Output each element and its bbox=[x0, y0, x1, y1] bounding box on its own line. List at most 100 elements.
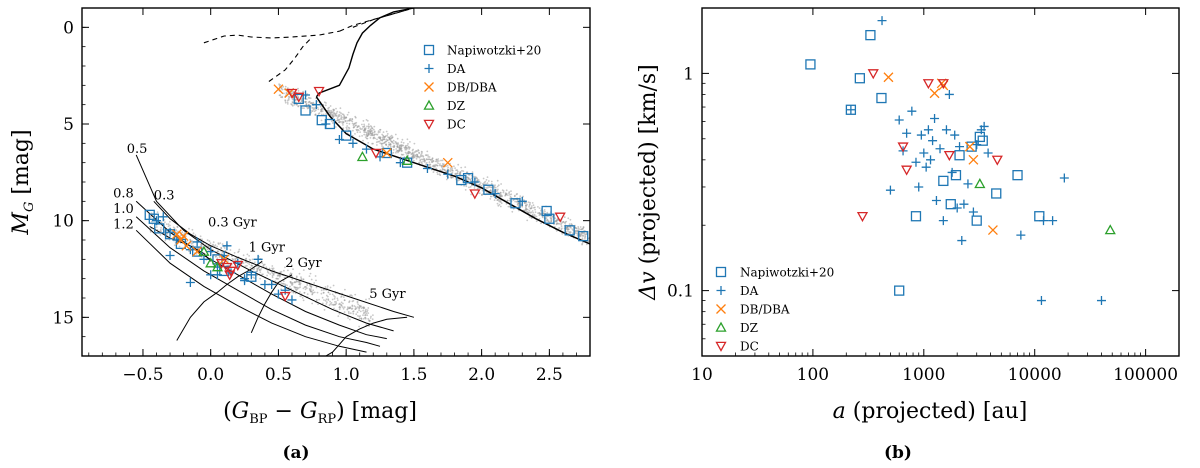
background-star-0-1197 bbox=[451, 169, 454, 172]
background-star-1-539 bbox=[199, 235, 202, 238]
background-star-1-640 bbox=[192, 232, 195, 235]
panel-a-caption: (a) bbox=[282, 443, 309, 463]
background-star-0-1259 bbox=[499, 191, 502, 194]
background-star-0-1273 bbox=[300, 99, 303, 102]
background-star-0-1378 bbox=[389, 145, 392, 148]
background-star-1-684 bbox=[298, 283, 301, 285]
background-star-1-452 bbox=[277, 274, 280, 277]
background-star-0-311 bbox=[388, 141, 390, 144]
background-star-1-258 bbox=[356, 306, 359, 308]
background-star-1-593 bbox=[297, 287, 300, 289]
background-star-0-192 bbox=[427, 154, 429, 157]
background-star-0-669 bbox=[489, 189, 492, 191]
background-star-0-547 bbox=[282, 85, 285, 88]
background-star-1-483 bbox=[304, 288, 307, 291]
background-star-0-1272 bbox=[555, 220, 558, 223]
background-star-1-174 bbox=[367, 318, 370, 320]
background-star-0-751 bbox=[579, 235, 582, 238]
panel-a-xtick-label: 2.0 bbox=[468, 365, 495, 385]
panel-b-point-1-33 bbox=[1016, 230, 1026, 240]
background-star-1-140 bbox=[342, 307, 345, 310]
background-star-0-518 bbox=[379, 128, 382, 131]
background-star-0-256 bbox=[419, 155, 422, 158]
background-star-0-558 bbox=[334, 126, 337, 128]
background-star-0-219 bbox=[579, 226, 582, 228]
background-star-1-559 bbox=[219, 242, 222, 245]
background-star-0-728 bbox=[424, 159, 426, 162]
background-star-1-451 bbox=[221, 251, 224, 254]
background-star-0-1151 bbox=[567, 230, 569, 233]
background-star-0-1372 bbox=[492, 195, 495, 198]
background-star-1-679 bbox=[188, 227, 190, 230]
background-star-0-1125 bbox=[382, 146, 385, 149]
background-star-0-951 bbox=[379, 136, 382, 139]
background-star-1-429 bbox=[249, 266, 252, 269]
background-star-1-468 bbox=[284, 266, 286, 269]
background-star-0-1201 bbox=[436, 164, 439, 167]
background-star-0-628 bbox=[419, 158, 422, 161]
background-star-0-991 bbox=[389, 143, 392, 146]
background-star-1-7 bbox=[155, 226, 158, 228]
background-star-1-359 bbox=[331, 293, 334, 296]
background-star-0-1304 bbox=[413, 151, 416, 154]
panel-b-point-0-4 bbox=[876, 92, 887, 104]
background-star-1-560 bbox=[340, 295, 343, 298]
background-star-0-814 bbox=[405, 148, 408, 151]
background-star-0-1266 bbox=[367, 123, 370, 126]
background-star-1-460 bbox=[367, 307, 370, 309]
panel-b-point-1-19 bbox=[941, 125, 951, 135]
panel-b-point-1-14 bbox=[928, 136, 938, 146]
background-star-1-621 bbox=[351, 307, 354, 310]
background-star-0-1286 bbox=[383, 136, 386, 139]
panel-b-xtick-label: 10 bbox=[691, 365, 713, 385]
background-star-0-1374 bbox=[380, 139, 383, 141]
background-star-1-310 bbox=[360, 307, 363, 309]
panel-a-point-1-33 bbox=[280, 285, 290, 295]
background-star-0-389 bbox=[347, 111, 350, 114]
background-star-0-933 bbox=[528, 209, 531, 212]
background-star-1-368 bbox=[149, 215, 152, 218]
background-star-0-484 bbox=[363, 125, 366, 127]
background-star-0-1189 bbox=[330, 109, 332, 112]
panel-a-point-0-19 bbox=[510, 198, 521, 209]
background-star-0-1106 bbox=[555, 223, 558, 226]
background-star-1-594 bbox=[358, 309, 360, 312]
panel-b-xtick-label: 1000 bbox=[902, 365, 945, 385]
background-star-0-572 bbox=[286, 99, 289, 102]
panel-a-point-1-22 bbox=[361, 144, 371, 154]
background-star-1-692 bbox=[271, 267, 273, 270]
background-star-0-801 bbox=[479, 182, 482, 184]
panel-b-legend-marker-3 bbox=[715, 321, 727, 332]
background-star-0-760 bbox=[456, 169, 459, 172]
background-star-1-660 bbox=[305, 286, 307, 288]
background-star-0-983 bbox=[546, 218, 549, 221]
background-star-0-1186 bbox=[467, 177, 470, 180]
background-star-0-648 bbox=[368, 126, 370, 128]
background-star-0-1131 bbox=[432, 171, 435, 174]
background-star-1-496 bbox=[167, 225, 170, 228]
background-star-0-1142 bbox=[368, 132, 370, 134]
panel-b-point-1-32 bbox=[983, 148, 993, 158]
background-star-0-165 bbox=[386, 133, 389, 135]
background-star-0-1046 bbox=[455, 173, 457, 175]
background-star-1-308 bbox=[348, 300, 351, 303]
background-star-0-1166 bbox=[584, 235, 587, 238]
panel-a-legend-label-2: DB/DBA bbox=[447, 81, 497, 95]
background-star-0-1210 bbox=[407, 152, 409, 155]
background-star-1-492 bbox=[251, 258, 254, 261]
background-star-0-1224 bbox=[359, 131, 361, 134]
background-star-0-707 bbox=[366, 137, 369, 140]
background-star-0-943 bbox=[337, 115, 339, 118]
background-star-1-99 bbox=[173, 244, 176, 247]
panel-b-legend-marker-2 bbox=[716, 304, 726, 314]
panel-b-xtick-label: 100000 bbox=[1113, 365, 1178, 385]
panel-a-point-4-10 bbox=[554, 212, 566, 223]
background-star-0-279 bbox=[508, 197, 511, 200]
background-star-1-402 bbox=[343, 306, 346, 309]
background-star-1-220 bbox=[294, 281, 297, 284]
background-star-0-1071 bbox=[490, 190, 493, 193]
background-star-0-611 bbox=[466, 179, 469, 181]
background-star-0-327 bbox=[452, 176, 454, 179]
background-star-0-1033 bbox=[369, 128, 372, 131]
